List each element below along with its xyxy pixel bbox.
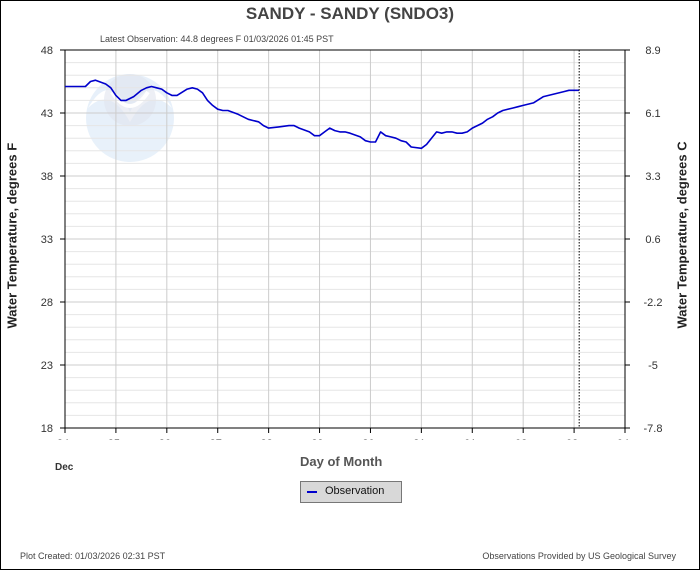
x-tick-label: 26 <box>159 438 171 440</box>
legend-swatch <box>307 491 317 493</box>
latest-observation: Latest Observation: 44.8 degrees F 01/03… <box>100 34 334 44</box>
y-axis-label-right: Water Temperature, degrees C <box>674 141 690 329</box>
x-tick-label: 30 <box>362 438 374 440</box>
y-tick-label-right: 0.6 <box>645 234 660 246</box>
x-tick-label: 25 <box>108 438 120 440</box>
y-tick-label-right: 3.3 <box>645 171 660 183</box>
x-tick-label: 24 <box>57 438 69 440</box>
chart-title: SANDY - SANDY (SNDO3) <box>245 4 455 23</box>
y-tick-label-right: 6.1 <box>645 108 660 120</box>
x-tick-label: 27 <box>210 438 222 440</box>
y-tick-label-right: -2.2 <box>644 297 663 309</box>
y-tick-label-right: 8.9 <box>645 45 660 57</box>
noaa-logo <box>86 74 174 162</box>
x-month-label: Dec <box>55 462 74 473</box>
legend: Observation <box>300 481 402 503</box>
x-axis-label: Day of Month <box>300 454 383 469</box>
plot-created: Plot Created: 01/03/2026 02:31 PST <box>20 551 166 561</box>
y-tick-label-left: 48 <box>41 45 53 57</box>
x-tick-label: 02 <box>515 438 527 440</box>
y-axis-label-left: Water Temperature, degrees F <box>4 142 20 329</box>
y-tick-label-right: -7.8 <box>644 423 663 435</box>
data-provider: Observations Provided by US Geological S… <box>482 551 676 561</box>
y-tick-label-left: 38 <box>41 171 53 183</box>
x-tick-label: 04 <box>617 438 629 440</box>
y-tick-label-left: 43 <box>41 108 53 120</box>
y-tick-label-left: 18 <box>41 423 53 435</box>
x-tick-label: 28 <box>261 438 273 440</box>
series-line-observation <box>65 79 580 150</box>
y-tick-label-left: 23 <box>41 360 53 372</box>
y-tick-label-left: 33 <box>41 234 53 246</box>
chart-plot: 48 43 38 33 28 23 18 8.9 6.1 3.3 0.6 -2.2 -5 -7.8 24… <box>41 45 663 440</box>
x-tick-label: 29 <box>311 438 323 440</box>
x-tick-label: 01 <box>464 438 476 440</box>
y-tick-label-left: 28 <box>41 297 53 309</box>
y-tick-label-right: -5 <box>648 360 658 372</box>
x-tick-label: 31 <box>413 438 425 440</box>
legend-label: Observation <box>325 485 385 497</box>
x-tick-label: 03 <box>566 438 578 440</box>
